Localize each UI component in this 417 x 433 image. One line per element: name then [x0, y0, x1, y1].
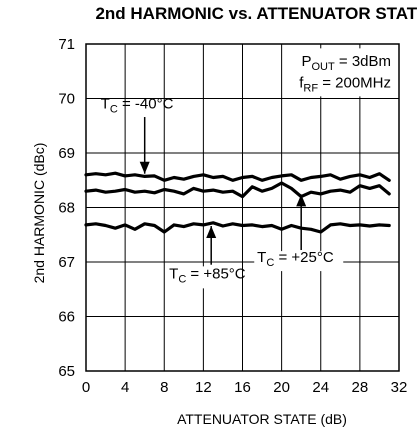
x-tick-label: 0: [82, 379, 90, 396]
x-axis-label: ATTENUATOR STATE (dB): [177, 411, 347, 427]
pout-condition: POUT = 3dBm: [301, 53, 391, 73]
y-tick-label: 67: [58, 254, 75, 271]
series-line-0: [84, 171, 391, 182]
x-tick-label: 12: [195, 379, 212, 396]
label-bg-plus85: [167, 266, 241, 289]
y-tick-label: 68: [58, 200, 75, 217]
y-tick-label: 66: [58, 309, 75, 326]
arrow-plus85: [206, 226, 217, 265]
frf-condition: fRF = 200MHz: [299, 75, 391, 95]
x-tick-label: 28: [352, 379, 369, 396]
y-tick-label: 70: [58, 91, 75, 108]
y-tick-label: 71: [58, 36, 75, 53]
chart-title: 2nd HARMONIC vs. ATTENUATOR STATE: [95, 4, 417, 23]
series-label-plus85: TC = +85°C: [169, 265, 246, 285]
arrow-plus25: [296, 194, 307, 251]
y-tick-label: 69: [58, 145, 75, 162]
series-label-minus40: TC = -40°C: [101, 95, 174, 115]
x-tick-label: 20: [273, 379, 290, 396]
y-tick-label: 65: [58, 363, 75, 380]
series-line-2: [84, 221, 391, 234]
x-tick-label: 24: [312, 379, 329, 396]
series-line-1: [84, 181, 391, 199]
x-tick-label: 16: [234, 379, 251, 396]
label-bg-plus25: [254, 251, 344, 272]
series-label-plus25: TC = +25°C: [257, 249, 334, 269]
series-lines: [84, 171, 391, 234]
plot-frame: [85, 43, 400, 372]
grid: [85, 43, 400, 372]
conditions-box: [312, 48, 397, 97]
x-tick-label: 8: [160, 379, 168, 396]
x-tick-label: 4: [121, 379, 129, 396]
y-axis-label: 2nd HARMONIC (dBc): [31, 143, 47, 284]
x-tick-label: 32: [391, 379, 408, 396]
tick-labels: 0 4 8 12 16 20 24 28 32 65 66 67 68 69 70 71: [58, 36, 407, 396]
arrow-minus40: [139, 117, 150, 174]
